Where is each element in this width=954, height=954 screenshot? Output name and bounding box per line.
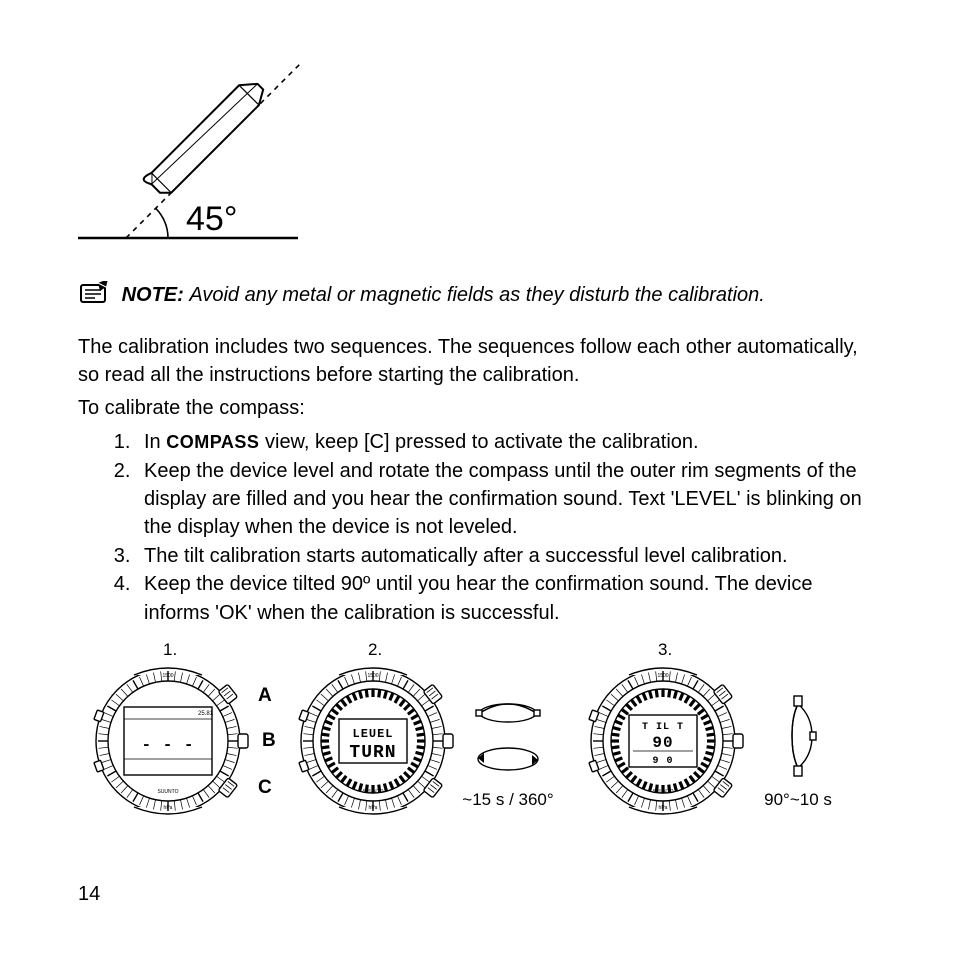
svg-text:- - -: - - - <box>141 736 194 754</box>
step-4: Keep the device tilted 90º until you hea… <box>136 570 876 627</box>
watch-3: T IL T 90 9 0 SUUNTO <box>589 668 743 814</box>
watch3-line2: 90 <box>652 734 673 752</box>
compass-keyword: COMPASS <box>166 432 259 452</box>
body-text: The calibration includes two sequences. … <box>78 333 876 627</box>
angle-label: 45° <box>186 200 237 238</box>
watch2-line1: LEUEL <box>352 727 393 741</box>
btn-label-c: C <box>258 777 272 798</box>
svg-text:SUUNTO: SUUNTO <box>157 789 178 795</box>
watch2-caption: ~15 s / 360° <box>462 790 553 809</box>
step-3: The tilt calibration starts automaticall… <box>136 542 876 570</box>
step-2: Keep the device level and rotate the com… <box>136 457 876 542</box>
calibration-figures: 1500 hPa 1. <box>78 641 878 831</box>
lead-line: To calibrate the compass: <box>78 394 876 422</box>
note-text: Avoid any metal or magnetic fields as th… <box>189 284 765 306</box>
note-label: NOTE: <box>122 284 184 306</box>
watch3-caption: 90°~10 s <box>764 790 832 809</box>
note-block: NOTE: Avoid any metal or magnetic fields… <box>78 281 876 311</box>
watch2-line2: TURN <box>349 743 396 763</box>
svg-text:SUUNTO: SUUNTO <box>652 789 673 795</box>
note-icon <box>78 281 110 311</box>
intro-paragraph: The calibration includes two sequences. … <box>78 333 876 390</box>
watch3-line1: T IL T <box>642 722 684 733</box>
watch3-line3: 9 0 <box>652 756 673 767</box>
fig-label-3: 3. <box>658 641 672 659</box>
fig-label-2: 2. <box>368 641 382 659</box>
angle-diagram: 45° <box>78 60 338 260</box>
watch-2: LEUEL TURN SUUNTO <box>299 668 453 814</box>
page-number: 14 <box>78 883 100 906</box>
watch-1: - - - 25.81 SUUNTO <box>94 668 248 814</box>
btn-label-a: A <box>258 685 272 706</box>
fig-label-1: 1. <box>163 641 177 659</box>
steps-list: In COMPASS view, keep [C] pressed to act… <box>78 428 876 627</box>
btn-label-b: B <box>262 730 276 751</box>
tilt-icon <box>792 696 816 776</box>
svg-text:25.81: 25.81 <box>198 711 214 717</box>
rotate-icon <box>476 704 540 722</box>
step-1: In COMPASS view, keep [C] pressed to act… <box>136 428 876 456</box>
svg-text:SUUNTO: SUUNTO <box>362 789 383 795</box>
